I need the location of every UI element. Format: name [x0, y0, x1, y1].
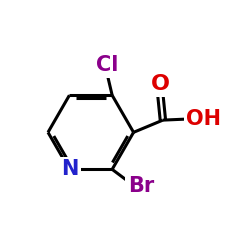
Text: O: O: [151, 74, 170, 94]
Text: OH: OH: [186, 109, 221, 129]
Text: Br: Br: [128, 176, 154, 197]
Text: Cl: Cl: [96, 55, 118, 75]
Text: N: N: [61, 160, 78, 180]
